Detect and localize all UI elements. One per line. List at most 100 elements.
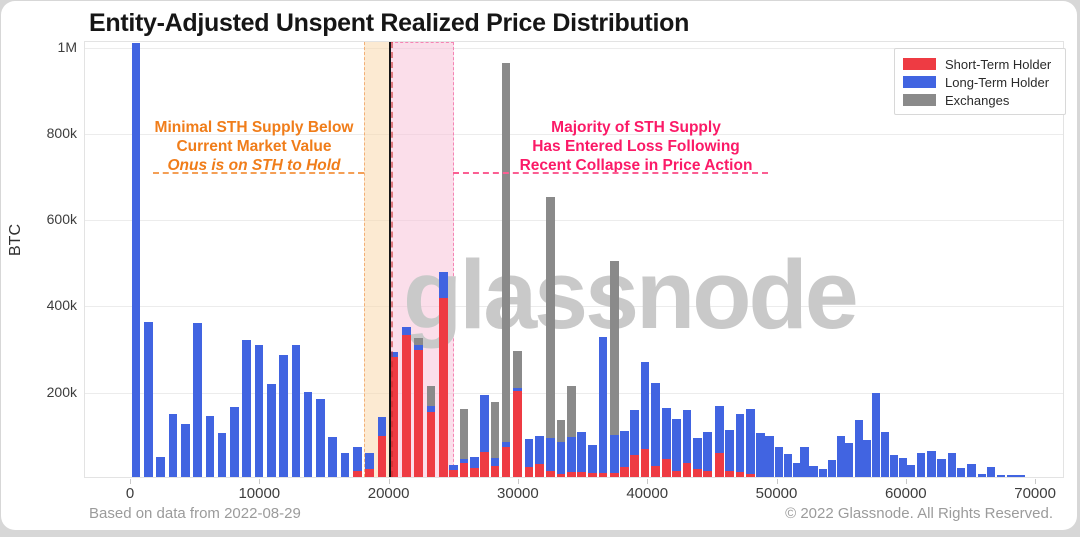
- bar-segment-short-term-holder: [524, 466, 534, 477]
- gridline-400k: [85, 306, 1063, 308]
- bar-61900: [927, 450, 936, 477]
- bar-segment-short-term-holder: [389, 357, 399, 477]
- bar-14650: [316, 399, 325, 477]
- legend-item-long-term-holder[interactable]: Long-Term Holder: [903, 73, 1057, 91]
- bar-segment-long-term-holder: [577, 431, 586, 472]
- y-axis-label: BTC: [7, 224, 24, 256]
- bar-segment-long-term-holder: [854, 420, 864, 477]
- bar-segment-long-term-holder: [735, 413, 745, 472]
- legend-item-exchanges[interactable]: Exchanges: [903, 91, 1057, 109]
- bar-segment-long-term-holder: [827, 460, 837, 477]
- bar-segment-long-term-holder: [501, 442, 511, 447]
- bar-3250: [168, 414, 178, 477]
- bar-19400: [377, 416, 387, 477]
- bar-segment-long-term-holder: [880, 431, 890, 477]
- x-tick-mark-70000: [1035, 479, 1037, 484]
- bar-42200: [672, 419, 681, 477]
- bar-52100: [800, 446, 809, 477]
- bar-segment-exchanges: [610, 261, 619, 435]
- bar-segment-exchanges: [556, 420, 566, 442]
- bar-8950: [242, 339, 251, 477]
- bar-segment-long-term-holder: [725, 429, 734, 471]
- bar-segment-short-term-holder: [703, 470, 712, 477]
- x-tick-label-10000: 10000: [238, 485, 281, 502]
- legend-label: Long-Term Holder: [945, 74, 1050, 90]
- gridline-800k: [85, 133, 1063, 135]
- bar-segment-long-term-holder: [316, 399, 325, 477]
- bar-segment-long-term-holder: [144, 321, 153, 477]
- bar-68800: [1016, 475, 1025, 477]
- bar-segment-long-term-holder: [267, 384, 276, 477]
- bar-segment-short-term-holder: [377, 436, 387, 477]
- bar-45500: [715, 405, 724, 477]
- bar-24150: [439, 272, 448, 477]
- bar-segment-long-term-holder: [620, 431, 629, 467]
- bar-25750: [459, 409, 469, 477]
- bar-segment-short-term-holder: [449, 470, 458, 477]
- bar-segment-long-term-holder: [588, 445, 597, 473]
- bar-55500: [844, 443, 853, 477]
- bar-segment-short-term-holder: [480, 451, 489, 477]
- bar-32450: [546, 196, 555, 477]
- bar-segment-long-term-holder: [546, 438, 555, 471]
- bar-50800: [783, 454, 793, 477]
- bar-segment-long-term-holder: [449, 464, 458, 471]
- bar-segment-long-term-holder: [377, 416, 387, 437]
- bar-segment-short-term-holder: [735, 471, 745, 477]
- bar-44600: [703, 431, 712, 477]
- bar-segment-long-term-holder: [205, 415, 215, 477]
- bar-segment-long-term-holder: [792, 462, 802, 477]
- bar-segment-short-term-holder: [725, 470, 734, 477]
- bar-segment-exchanges: [546, 196, 555, 439]
- bar-segment-long-term-holder: [567, 436, 576, 472]
- bar-segment-exchanges: [567, 385, 576, 437]
- bar-segment-long-term-holder: [715, 405, 724, 454]
- legend-item-short-term-holder[interactable]: Short-Term Holder: [903, 55, 1057, 73]
- bar-10850: [267, 384, 276, 477]
- bar-64200: [956, 468, 966, 477]
- bar-38950: [630, 410, 639, 477]
- bar-segment-short-term-holder: [470, 468, 479, 477]
- bar-33250: [556, 420, 566, 477]
- bar-56900: [862, 439, 871, 477]
- bar-segment-short-term-holder: [459, 462, 469, 477]
- bar-segment-long-term-holder: [340, 453, 350, 477]
- x-tick-mark-30000: [517, 479, 519, 484]
- bar-53500: [818, 469, 827, 477]
- bar-29000: [501, 62, 511, 477]
- bar-segment-long-term-holder: [986, 466, 996, 477]
- legend-label: Short-Term Holder: [945, 56, 1052, 72]
- y-tick-label-800k: 800k: [46, 124, 77, 141]
- bar-segment-long-term-holder: [906, 464, 915, 477]
- bar-16550: [340, 453, 350, 477]
- bar-54200: [827, 460, 837, 477]
- bar-segment-long-term-holder: [230, 406, 239, 477]
- bar-segment-long-term-holder: [610, 434, 619, 473]
- legend-swatch-icon: [903, 94, 936, 106]
- bar-segment-long-term-holder: [956, 468, 966, 477]
- bar-segment-short-term-holder: [535, 464, 544, 477]
- bar-segment-long-term-holder: [217, 432, 227, 477]
- x-tick-label-0: 0: [125, 485, 135, 502]
- bar-segment-long-term-holder: [328, 436, 337, 477]
- bar-segment-long-term-holder: [898, 458, 908, 477]
- x-tick-mark-60000: [905, 479, 907, 484]
- bar-68100: [1007, 474, 1016, 477]
- bar-segment-short-term-holder: [662, 459, 671, 477]
- bar-segment-long-term-holder: [783, 454, 793, 477]
- bar-segment-long-term-holder: [630, 410, 639, 455]
- bar-57600: [871, 392, 881, 477]
- bar-segment-long-term-holder: [862, 439, 871, 477]
- bar-1350: [144, 321, 153, 477]
- bar-segment-short-term-holder: [365, 469, 374, 477]
- bar-segment-long-term-holder: [242, 339, 251, 477]
- x-tick-mark-50000: [776, 479, 778, 484]
- bar-segment-long-term-holder: [439, 272, 448, 298]
- bar-segment-long-term-holder: [800, 446, 809, 477]
- bar-segment-short-term-holder: [682, 463, 692, 477]
- bar-segment-long-term-holder: [598, 336, 608, 473]
- bar-segment-short-term-holder: [651, 466, 660, 477]
- bar-segment-long-term-holder: [254, 344, 264, 477]
- bar-59700: [898, 458, 908, 477]
